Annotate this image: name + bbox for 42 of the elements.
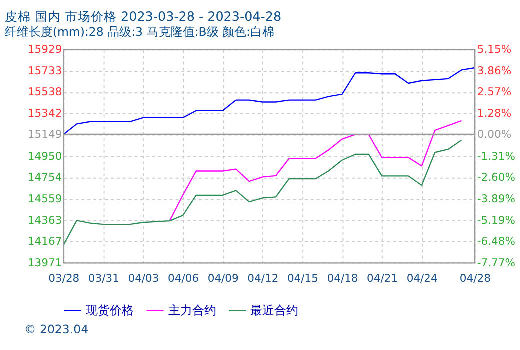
x-tick-label: 04/21 bbox=[367, 272, 398, 286]
x-tick-label: 04/12 bbox=[248, 272, 279, 286]
y2-tick-label: 5.15% bbox=[477, 43, 512, 56]
y-tick-label: 15733 bbox=[28, 64, 62, 78]
y2-tick-label: -1.31% bbox=[477, 150, 516, 163]
y-tick-label: 15342 bbox=[28, 107, 62, 120]
y2-tick-label: -7.77% bbox=[477, 256, 516, 270]
legend-label: 现货价格 bbox=[86, 304, 134, 318]
legend-label: 最近合约 bbox=[250, 304, 299, 318]
y-tick-label: 14754 bbox=[28, 171, 62, 184]
x-tick-label: 04/18 bbox=[327, 272, 358, 286]
y-tick-label: 15149 bbox=[28, 128, 62, 142]
y2-tick-label: 3.86% bbox=[477, 64, 512, 78]
y2-tick-label: -6.48% bbox=[477, 235, 516, 248]
x-tick-label: 04/24 bbox=[406, 272, 438, 286]
y-tick-label: 14950 bbox=[28, 150, 62, 163]
x-tick-label: 04/03 bbox=[128, 272, 160, 286]
y-tick-label: 14559 bbox=[28, 192, 62, 206]
y-tick-label: 14363 bbox=[28, 214, 62, 227]
chart-subtitle: 纤维长度(mm):28 品级:3 马克隆值:B级 颜色:白棉 bbox=[4, 24, 274, 39]
x-tick-label: 04/28 bbox=[460, 272, 492, 286]
y-tick-label: 14167 bbox=[28, 235, 62, 248]
y-tick-label: 13971 bbox=[28, 256, 62, 270]
y2-tick-label: -2.60% bbox=[477, 171, 516, 184]
chart-title: 皮棉 国内 市场价格 2023-03-28 - 2023-04-28 bbox=[4, 10, 282, 26]
x-tick-label: 04/06 bbox=[168, 272, 200, 286]
y2-tick-label: 1.28% bbox=[477, 106, 512, 120]
y2-tick-label: -3.89% bbox=[477, 192, 516, 206]
x-tick-label: 03/28 bbox=[48, 272, 80, 286]
x-tick-label: 04/09 bbox=[208, 272, 240, 286]
x-tick-label: 03/31 bbox=[88, 272, 120, 286]
line-series bbox=[63, 67, 476, 136]
y2-tick-label: 2.57% bbox=[477, 86, 512, 99]
x-tick-label: 04/15 bbox=[287, 272, 318, 286]
line-series bbox=[63, 140, 462, 246]
y2-tick-label: -5.19% bbox=[477, 214, 516, 227]
text: © 2023.04 bbox=[24, 322, 89, 337]
legend-label: 主力合约 bbox=[168, 304, 216, 318]
y-tick-label: 15929 bbox=[28, 43, 62, 56]
y-tick-label: 15538 bbox=[28, 86, 62, 99]
line-series bbox=[169, 120, 462, 222]
y2-tick-label: 0.00% bbox=[477, 128, 512, 142]
